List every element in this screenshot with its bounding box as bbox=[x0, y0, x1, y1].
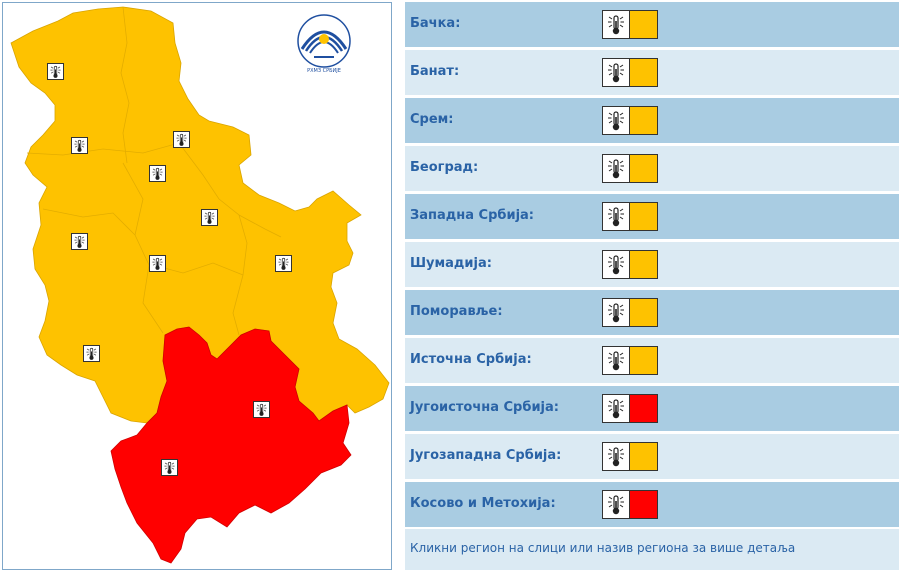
region-row-sumadija[interactable]: Шумадија: bbox=[405, 242, 899, 287]
warning-indicator[interactable] bbox=[602, 202, 658, 231]
region-row-srem[interactable]: Срем: bbox=[405, 98, 899, 143]
warning-indicator[interactable] bbox=[602, 250, 658, 279]
region-name-link[interactable]: Београд: bbox=[410, 160, 479, 175]
thermometer-icon bbox=[603, 491, 630, 518]
footer-hint-text: Кликни регион на слици или назив региона… bbox=[410, 541, 796, 555]
warning-level-swatch bbox=[630, 395, 657, 422]
map-thermometer-icon[interactable] bbox=[201, 209, 218, 226]
region-row-jugoistocna-srbija[interactable]: Југоисточна Србија: bbox=[405, 386, 899, 431]
region-name-link[interactable]: Поморавље: bbox=[410, 304, 503, 319]
region-row-jugozapadna-srbija[interactable]: Југозападна Србија: bbox=[405, 434, 899, 479]
region-row-istocna-srbija[interactable]: Источна Србија: bbox=[405, 338, 899, 383]
thermometer-icon bbox=[603, 155, 630, 182]
warning-level-swatch bbox=[630, 107, 657, 134]
region-row-kosovo-i-metohija[interactable]: Косово и Метохија: bbox=[405, 482, 899, 527]
warning-level-swatch bbox=[630, 491, 657, 518]
thermometer-icon bbox=[603, 203, 630, 230]
warning-level-swatch bbox=[630, 347, 657, 374]
map-thermometer-icon[interactable] bbox=[149, 165, 166, 182]
warning-indicator[interactable] bbox=[602, 106, 658, 135]
map-region-south[interactable] bbox=[110, 326, 352, 564]
rhmz-logo-icon: РХМЗ СРБИЈЕ bbox=[297, 14, 351, 74]
map-thermometer-icon[interactable] bbox=[83, 345, 100, 362]
region-name-link[interactable]: Бачка: bbox=[410, 16, 461, 31]
serbia-map bbox=[10, 6, 390, 564]
region-name-link[interactable]: Срем: bbox=[410, 112, 454, 127]
region-name-link[interactable]: Банат: bbox=[410, 64, 460, 79]
warning-indicator[interactable] bbox=[602, 394, 658, 423]
map-thermometer-icon[interactable] bbox=[173, 131, 190, 148]
warning-level-swatch bbox=[630, 299, 657, 326]
thermometer-icon bbox=[603, 107, 630, 134]
regions-table: Бачка: Банат: Срем: Београд: Западна Србија:… bbox=[405, 2, 899, 570]
thermometer-icon bbox=[603, 251, 630, 278]
map-thermometer-icon[interactable] bbox=[71, 233, 88, 250]
thermometer-icon bbox=[603, 443, 630, 470]
thermometer-icon bbox=[603, 347, 630, 374]
rhmz-logo: РХМЗ СРБИЈЕ bbox=[292, 13, 356, 77]
thermometer-icon bbox=[603, 395, 630, 422]
warning-indicator[interactable] bbox=[602, 58, 658, 87]
table-footer: Кликни регион на слици или назив региона… bbox=[405, 529, 899, 570]
warning-level-swatch bbox=[630, 59, 657, 86]
region-row-banat[interactable]: Банат: bbox=[405, 50, 899, 95]
warning-indicator[interactable] bbox=[602, 346, 658, 375]
warning-indicator[interactable] bbox=[602, 298, 658, 327]
thermometer-icon bbox=[603, 299, 630, 326]
region-name-link[interactable]: Југоисточна Србија: bbox=[410, 400, 559, 415]
warning-level-swatch bbox=[630, 203, 657, 230]
region-name-link[interactable]: Западна Србија: bbox=[410, 208, 535, 223]
region-name-link[interactable]: Источна Србија: bbox=[410, 352, 532, 367]
warning-level-swatch bbox=[630, 251, 657, 278]
map-thermometer-icon[interactable] bbox=[253, 401, 270, 418]
region-name-link[interactable]: Југозападна Србија: bbox=[410, 448, 562, 463]
region-row-beograd[interactable]: Београд: bbox=[405, 146, 899, 191]
thermometer-icon bbox=[603, 11, 630, 38]
map-thermometer-icon[interactable] bbox=[71, 137, 88, 154]
map-thermometer-icon[interactable] bbox=[275, 255, 292, 272]
map-thermometer-icon[interactable] bbox=[149, 255, 166, 272]
warning-level-swatch bbox=[630, 443, 657, 470]
map-thermometer-icon[interactable] bbox=[47, 63, 64, 80]
region-row-pomoravlje[interactable]: Поморавље: bbox=[405, 290, 899, 335]
region-row-backa[interactable]: Бачка: bbox=[405, 2, 899, 47]
region-name-link[interactable]: Шумадија: bbox=[410, 256, 492, 271]
region-name-link[interactable]: Косово и Метохија: bbox=[410, 496, 556, 511]
warning-indicator[interactable] bbox=[602, 10, 658, 39]
warning-indicator[interactable] bbox=[602, 490, 658, 519]
warning-map: РХМЗ СРБИЈЕ bbox=[2, 2, 392, 570]
warning-level-swatch bbox=[630, 11, 657, 38]
warning-level-swatch bbox=[630, 155, 657, 182]
region-row-zapadna-srbija[interactable]: Западна Србија: bbox=[405, 194, 899, 239]
map-inner-borders bbox=[26, 6, 282, 336]
svg-text:РХМЗ СРБИЈЕ: РХМЗ СРБИЈЕ bbox=[307, 68, 341, 74]
warning-indicator[interactable] bbox=[602, 442, 658, 471]
warning-indicator[interactable] bbox=[602, 154, 658, 183]
map-thermometer-icon[interactable] bbox=[161, 459, 178, 476]
thermometer-icon bbox=[603, 59, 630, 86]
